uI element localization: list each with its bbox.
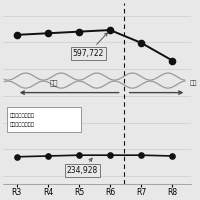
- Text: 公立中学校生徒数: 公立中学校生徒数: [10, 122, 35, 127]
- Text: 公立小学校児童数: 公立小学校児童数: [10, 113, 35, 118]
- Text: 234,928: 234,928: [67, 158, 98, 175]
- FancyBboxPatch shape: [7, 107, 81, 132]
- Text: 推計: 推計: [189, 81, 197, 86]
- Text: 実数: 実数: [50, 80, 58, 86]
- Text: 597,722: 597,722: [73, 33, 107, 58]
